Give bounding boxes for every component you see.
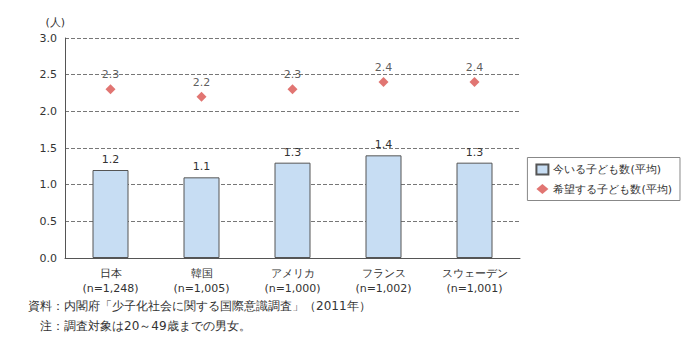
svg-text:資料：内閣府「少子化社会に関する国際意識調査」（2011年）: 資料：内閣府「少子化社会に関する国際意識調査」（2011年） bbox=[28, 299, 371, 313]
svg-text:2.3: 2.3 bbox=[284, 68, 302, 81]
svg-text:フランス: フランス bbox=[362, 267, 406, 280]
svg-text:1.0: 1.0 bbox=[40, 178, 58, 191]
svg-text:1.4: 1.4 bbox=[375, 138, 393, 151]
svg-text:1.3: 1.3 bbox=[466, 146, 484, 159]
svg-text:(n=1,000): (n=1,000) bbox=[264, 282, 320, 295]
svg-text:0.5: 0.5 bbox=[40, 215, 58, 228]
svg-text:2.4: 2.4 bbox=[466, 61, 484, 74]
svg-text:2.2: 2.2 bbox=[193, 76, 211, 89]
svg-text:(人): (人) bbox=[45, 16, 65, 29]
svg-text:2.4: 2.4 bbox=[375, 61, 393, 74]
svg-text:(n=1,002): (n=1,002) bbox=[355, 282, 411, 295]
svg-text:今いる子ども数(平均): 今いる子ども数(平均) bbox=[553, 163, 661, 176]
svg-text:3.0: 3.0 bbox=[40, 32, 58, 45]
svg-text:1.5: 1.5 bbox=[40, 142, 58, 155]
svg-text:2.0: 2.0 bbox=[40, 105, 58, 118]
svg-text:(n=1,248): (n=1,248) bbox=[82, 282, 138, 295]
svg-text:韓国: 韓国 bbox=[191, 267, 213, 280]
svg-text:1.2: 1.2 bbox=[102, 153, 120, 166]
svg-text:(n=1,005): (n=1,005) bbox=[173, 282, 229, 295]
svg-text:日本: 日本 bbox=[100, 267, 122, 280]
svg-text:2.5: 2.5 bbox=[40, 68, 58, 81]
svg-text:1.1: 1.1 bbox=[193, 160, 211, 173]
svg-text:注：調査対象は20～49歳までの男女。: 注：調査対象は20～49歳までの男女。 bbox=[28, 319, 251, 333]
svg-text:スウェーデン: スウェーデン bbox=[442, 267, 508, 280]
svg-text:1.3: 1.3 bbox=[284, 146, 302, 159]
svg-text:0.0: 0.0 bbox=[40, 252, 58, 265]
svg-text:2.3: 2.3 bbox=[102, 68, 120, 81]
svg-text:(n=1,001): (n=1,001) bbox=[446, 282, 502, 295]
svg-text:希望する子ども数(平均): 希望する子ども数(平均) bbox=[553, 183, 672, 196]
svg-text:アメリカ: アメリカ bbox=[271, 267, 315, 280]
